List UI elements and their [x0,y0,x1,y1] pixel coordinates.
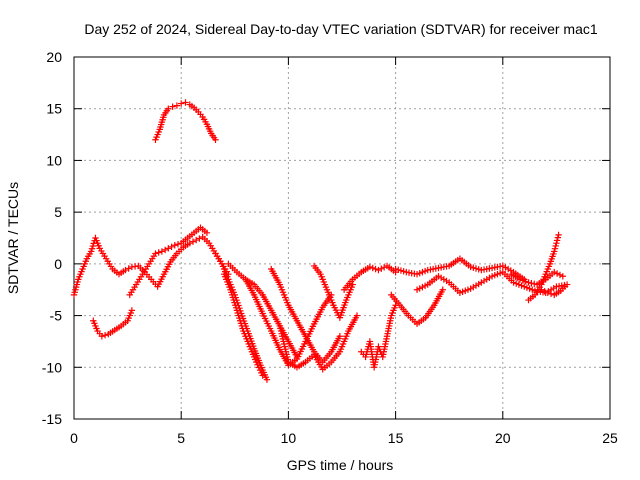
y-tick-label: 0 [54,256,62,272]
series-arc-mid-cluster [358,302,399,371]
series-arc-end-tail [538,283,569,299]
series-arc-mid-2 [225,260,301,361]
series-points [268,265,344,366]
tick-layer: 0 5 10 15 20 25 -15 -10 -5 0 5 10 15 20 [42,49,618,446]
series-points [152,99,219,143]
x-tick-label: 25 [602,430,618,446]
series-arc-high-peak [152,99,219,143]
x-tick-label: 5 [177,430,185,446]
series-points [538,283,569,299]
grid-layer [74,57,610,419]
plot-frame [73,56,611,420]
series-points [525,231,562,304]
y-axis-title: SDTVAR / TECUs [5,182,21,294]
y-tick-label: 20 [46,49,62,65]
y-tick-label: -10 [42,359,62,375]
y-tick-label: -15 [42,411,62,427]
series-arc-mid-5 [310,262,356,321]
y-tick-label: 5 [54,204,62,220]
x-tick-label: 10 [281,430,297,446]
series-arc-late-2 [413,268,571,297]
series-points [70,233,232,299]
points-layer [70,99,571,383]
y-tick-label: 15 [46,101,62,117]
x-tick-label: 20 [495,430,511,446]
chart-title: Day 252 of 2024, Sidereal Day-to-day VTE… [84,21,597,37]
series-arc-mid-6 [340,262,399,293]
series-arc-rise-early [126,224,211,299]
series-arc-end-rise [525,231,562,304]
series-points [225,260,301,361]
series-arc-mid-4 [268,265,344,366]
series-points [358,302,399,371]
y-tick-label: -5 [50,308,63,324]
series-arc-main-early [70,233,232,299]
series-points [392,255,528,283]
series-points [126,224,211,299]
series-points [388,286,446,328]
series-arc-early-dip [90,307,136,340]
x-tick-label: 0 [70,430,78,446]
series-points [310,262,356,321]
series-arc-late-1 [392,255,528,283]
series-arc-drop-b [220,271,266,379]
x-tick-label: 15 [388,430,404,446]
series-arc-mid-3 [276,312,361,373]
series-points [340,262,399,293]
y-tick-label: 10 [46,152,62,168]
x-axis-title: GPS time / hours [287,457,394,473]
series-points [90,307,136,340]
series-arc-late-dip [388,286,446,328]
series-points [413,268,571,297]
series-points [276,312,361,373]
series-points [220,271,266,379]
